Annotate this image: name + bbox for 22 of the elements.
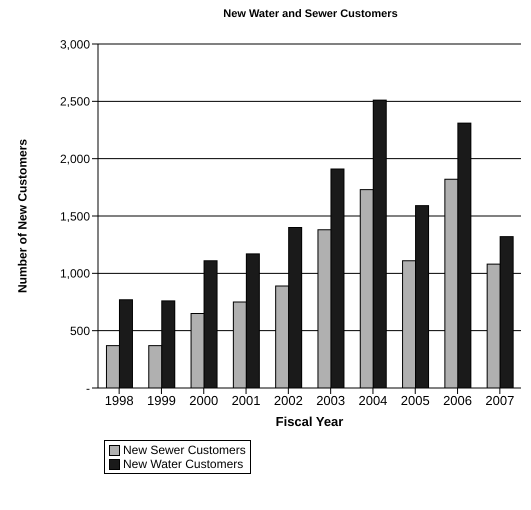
y-tick-label: - bbox=[86, 381, 90, 396]
chart-title: New Water and Sewer Customers bbox=[222, 8, 399, 20]
x-tick-label: 2005 bbox=[400, 393, 430, 408]
x-tick-label: 2004 bbox=[358, 393, 388, 408]
y-axis-title: Number of New Customers bbox=[15, 138, 30, 294]
y-tick-label: 2,000 bbox=[60, 152, 90, 166]
x-tick-label: 2003 bbox=[316, 393, 346, 408]
legend-label: New Water Customers bbox=[123, 457, 244, 471]
y-tick-label: 500 bbox=[70, 324, 90, 338]
x-tick-label: 2006 bbox=[443, 393, 472, 408]
y-tick-label: 2,500 bbox=[60, 94, 90, 109]
x-tick-label: 1998 bbox=[104, 393, 134, 408]
x-tick-label: 2000 bbox=[189, 393, 218, 408]
x-tick-label: 1999 bbox=[146, 393, 176, 408]
y-tick-label: 3,000 bbox=[60, 37, 90, 52]
x-tick-label: 2002 bbox=[274, 393, 303, 408]
y-tick-label: 1,000 bbox=[60, 266, 90, 281]
x-axis-title: Fiscal Year bbox=[276, 414, 344, 429]
x-tick-label: 2007 bbox=[485, 393, 514, 408]
legend-label: New Sewer Customers bbox=[123, 443, 246, 457]
y-tick-label: 1,500 bbox=[60, 209, 90, 224]
x-tick-label: 2001 bbox=[232, 393, 261, 408]
